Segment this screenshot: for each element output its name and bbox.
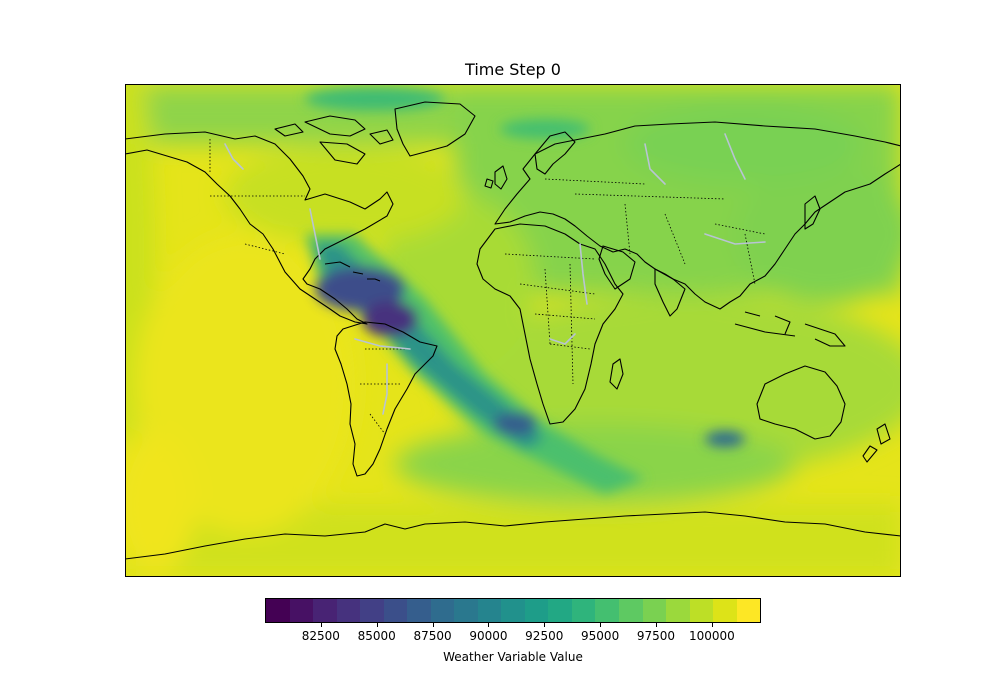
colorbar-segment — [736, 599, 761, 622]
colorbar-tick — [544, 623, 546, 627]
colorbar-tick — [600, 623, 602, 627]
colorbar-tick-label: 97500 — [636, 629, 676, 643]
border-south-america — [360, 348, 410, 435]
coastline-arabia — [598, 245, 636, 290]
colorbar-segment — [548, 599, 572, 622]
colorbar-segment — [713, 599, 737, 622]
coastline-arctic-islands — [274, 115, 394, 165]
colorbar-tick — [488, 623, 490, 627]
colorbar-segment — [289, 599, 314, 622]
colorbar-segment — [571, 599, 596, 622]
coastline-indonesia — [734, 311, 846, 347]
river-nile — [579, 243, 588, 305]
map-title: Time Step 0 — [465, 60, 561, 79]
colorbar-tick-label: 92500 — [525, 629, 564, 643]
coastline-japan — [804, 195, 821, 230]
colorbar-segment — [666, 599, 690, 622]
map-plot — [125, 84, 901, 577]
colorbar-segment — [454, 599, 478, 622]
coastline-south-america — [334, 321, 438, 477]
coastline-scandinavia — [534, 131, 576, 175]
coastline-eurasia — [494, 121, 901, 310]
coastline-madagascar — [609, 358, 624, 390]
coastline-britain — [484, 165, 508, 190]
colorbar-tick — [320, 623, 322, 627]
colorbar — [265, 598, 761, 623]
colorbar-tick-label: 85000 — [357, 629, 396, 643]
colorbar-tick-label: 82500 — [301, 629, 340, 643]
colorbar-segment — [313, 599, 337, 622]
field-layer — [125, 84, 901, 577]
colorbar-segment — [383, 599, 408, 622]
colorbar-segment — [360, 599, 384, 622]
colorbar-ticks: 82500 85000 87500 90000 92500 95000 97500 10000… — [265, 623, 761, 647]
river-mackenzie — [224, 143, 244, 170]
river-lena — [724, 133, 746, 180]
colorbar-segment — [336, 599, 361, 622]
colorbar-tick-label: 100000 — [688, 629, 735, 643]
colorbar-tick-label: 90000 — [469, 629, 508, 643]
colorbar-tick-label: 87500 — [413, 629, 452, 643]
coastlines — [125, 101, 901, 560]
coastline-north-america — [125, 131, 394, 325]
coastline-australia — [756, 365, 846, 440]
colorbar-segment — [642, 599, 667, 622]
river-yangtze — [704, 233, 766, 245]
coastline-india — [654, 268, 686, 317]
borders — [209, 139, 766, 435]
coastline-antarctica — [125, 511, 901, 560]
colorbar-segment — [501, 599, 525, 622]
colorbar-segment — [689, 599, 714, 622]
coastline-africa — [476, 223, 624, 425]
border-eurasia — [544, 178, 766, 285]
colorbar-tick — [376, 623, 378, 627]
colorbar-segment — [595, 599, 619, 622]
river-mississippi — [309, 208, 321, 260]
colorbar-label: Weather Variable Value — [443, 650, 583, 664]
colorbar-tick — [711, 623, 713, 627]
coastline-new-zealand — [862, 423, 891, 463]
colorbar-segment — [524, 599, 549, 622]
colorbar-segment — [618, 599, 643, 622]
river-ob — [644, 143, 666, 185]
river-parana — [382, 363, 388, 415]
rivers — [224, 133, 766, 415]
colorbar-segment — [430, 599, 455, 622]
river-congo — [549, 333, 576, 345]
colorbar-segment — [266, 599, 290, 622]
colorbar-tick — [655, 623, 657, 627]
river-amazon — [354, 338, 411, 350]
colorbar-segment — [407, 599, 431, 622]
map-frame — [125, 84, 901, 577]
colorbar-tick — [432, 623, 434, 627]
coastline-greenland — [394, 101, 476, 157]
colorbar-tick-label: 95000 — [581, 629, 620, 643]
coastline-caribbean — [324, 261, 381, 282]
field-band — [305, 87, 745, 494]
colorbar-segment — [477, 599, 502, 622]
